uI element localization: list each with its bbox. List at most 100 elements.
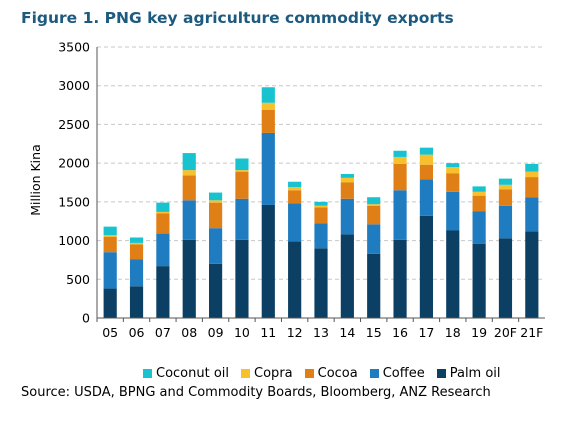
bar-segment-cocoa [209,202,223,229]
x-tick-label: 18 [445,325,461,340]
bar-segment-coconut-oil [156,202,170,212]
bar-segment-palm-oil [340,234,354,318]
bar-segment-coconut-oil [261,87,275,103]
bar-segment-palm-oil [472,243,486,318]
bar-segment-coffee [472,211,486,244]
y-tick-label: 500 [66,272,90,287]
bar-segment-palm-oil [314,248,328,318]
legend-item-copra: Copra [241,366,293,381]
bar-segment-coffee [340,198,354,235]
bar-segment-coconut-oil [129,237,144,243]
x-tick-label: 06 [129,325,145,340]
bar-segment-palm-oil [235,239,249,318]
bar-segment-coffee [156,233,170,267]
x-tick-label: 15 [366,325,382,340]
bar-segment-copra [209,200,223,203]
bar-segment-copra [182,170,196,176]
bar-segment-coconut-oil [182,153,196,171]
y-axis-title: Million Kina [28,144,43,215]
x-tick-label: 19 [471,325,487,340]
bar-segment-coffee [419,179,433,216]
source-note: Source: USDA, BPNG and Commodity Boards,… [21,385,491,400]
bar-segment-cocoa [393,163,407,191]
x-tick-label: 16 [392,325,408,340]
bar-segment-cocoa [182,175,196,201]
bar-segment-coffee [367,224,381,254]
x-tick-label: 14 [339,325,355,340]
legend: Coconut oil Copra Cocoa Coffee Palm oil [143,366,501,381]
bar-segment-cocoa [288,190,302,204]
y-tick-label: 1000 [58,233,90,248]
bar-segment-palm-oil [288,241,302,318]
bar-layer [103,87,539,318]
legend-swatch [436,369,446,378]
bar-segment-coconut-oil [367,197,381,205]
x-tick-label: 05 [102,325,118,340]
legend-item-cocoa: Cocoa [304,366,358,381]
bar-segment-cocoa [261,109,275,133]
legend-item-coconut-oil: Coconut oil [143,366,229,381]
bar-segment-coconut-oil [235,158,249,171]
x-tick-label: 20F [494,325,517,340]
bar-segment-copra [393,156,407,164]
bar-segment-palm-oil [498,238,513,318]
bar-segment-coconut-oil [525,163,539,172]
bar-segment-copra [498,184,513,190]
bar-segment-cocoa [314,207,328,224]
bar-segment-palm-oil [103,288,117,318]
legend-label: Palm oil [449,366,501,381]
bar-segment-cocoa [129,244,144,260]
bar-segment-cocoa [525,177,539,198]
x-tick-label: 17 [418,325,434,340]
bar-segment-cocoa [419,164,433,180]
bar-segment-coffee [261,132,275,205]
legend-swatch [241,369,251,378]
chart-title: Figure 1. PNG key agriculture commodity … [21,9,454,27]
legend-swatch [143,369,152,378]
bar-segment-coffee [129,259,144,287]
bar-segment-coconut-oil [314,201,328,206]
bar-segment-palm-oil [367,253,381,318]
bar-segment-coffee [103,252,117,289]
bar-segment-copra [446,167,460,174]
bar-segment-palm-oil [446,230,460,318]
y-tick-label: 3000 [58,78,90,93]
legend-label: Copra [254,366,293,381]
bar-segment-palm-oil [182,239,196,318]
bar-segment-coffee [498,205,513,239]
bar-segment-coffee [288,203,302,242]
bar-segment-copra [472,191,486,196]
x-tick-label: 12 [287,325,303,340]
bar-segment-copra [340,177,354,183]
bar-segment-cocoa [472,195,486,212]
bar-segment-palm-oil [261,204,275,318]
bar-segment-coconut-oil [446,163,460,168]
axis-layer: 0 500 1000 1500 2000 2500 3000 3500 05 06 07 08 09 10… [58,40,545,340]
x-tick-label: 08 [181,325,197,340]
bar-segment-cocoa [498,189,513,206]
y-tick-label: 3500 [58,40,90,55]
bar-segment-copra [367,204,381,206]
bar-segment-palm-oil [156,266,170,318]
x-tick-label: 13 [313,325,329,340]
bar-segment-copra [156,211,170,214]
bar-segment-cocoa [367,205,381,225]
legend-swatch [369,369,379,378]
bar-segment-coffee [393,190,407,240]
bar-segment-copra [129,242,144,245]
bar-segment-coconut-oil [103,226,117,236]
y-tick-label: 2500 [58,117,90,132]
bar-segment-copra [235,170,249,172]
bar-segment-coconut-oil [498,178,513,185]
bar-segment-copra [419,154,433,165]
x-tick-label: 10 [234,325,250,340]
bar-segment-coffee [182,200,196,240]
legend-label: Coconut oil [156,366,230,381]
y-tick-label: 2000 [58,156,90,171]
x-tick-label: 07 [155,325,171,340]
legend-item-palm-oil: Palm oil [436,366,501,381]
bar-segment-copra [103,235,117,237]
bar-segment-palm-oil [419,215,433,318]
bar-segment-coffee [235,198,249,240]
bar-segment-coffee [525,197,539,232]
